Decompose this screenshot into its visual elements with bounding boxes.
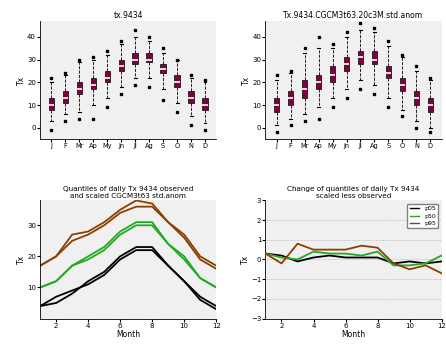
- Legend: p05, p50, p95: p05, p50, p95: [407, 204, 438, 229]
- X-axis label: Month: Month: [342, 330, 366, 339]
- Bar: [358, 50, 363, 64]
- Bar: [91, 78, 96, 89]
- Bar: [132, 53, 138, 64]
- Bar: [161, 64, 166, 73]
- Bar: [49, 98, 54, 110]
- Bar: [146, 53, 152, 62]
- Title: Quantiles of daily Tx 9434 observed
and scaled CGCM3t63 std.anom: Quantiles of daily Tx 9434 observed and …: [63, 186, 194, 199]
- Bar: [274, 98, 279, 112]
- Bar: [386, 66, 391, 78]
- Bar: [316, 76, 321, 89]
- Y-axis label: Tx: Tx: [17, 76, 25, 85]
- Bar: [174, 76, 180, 87]
- Bar: [372, 50, 377, 64]
- Bar: [119, 60, 124, 71]
- Bar: [302, 80, 307, 98]
- Bar: [62, 91, 68, 103]
- Bar: [202, 98, 208, 110]
- Bar: [400, 78, 405, 91]
- Bar: [104, 71, 110, 82]
- Y-axis label: Tx: Tx: [240, 255, 250, 264]
- Bar: [288, 91, 293, 105]
- Bar: [330, 66, 335, 82]
- Title: Change of quantiles of daily Tx 9434
scaled less observed: Change of quantiles of daily Tx 9434 sca…: [287, 186, 420, 199]
- Y-axis label: Tx: Tx: [17, 255, 25, 264]
- Bar: [344, 57, 349, 71]
- Bar: [188, 91, 194, 103]
- Bar: [428, 98, 433, 112]
- Bar: [414, 91, 419, 105]
- Bar: [77, 82, 82, 94]
- Y-axis label: Tx: Tx: [242, 76, 251, 85]
- Title: tx.9434: tx.9434: [113, 11, 143, 20]
- Title: Tx.9434.CGCM3t63.20c3M.std.anom: Tx.9434.CGCM3t63.20c3M.std.anom: [284, 11, 424, 20]
- X-axis label: Month: Month: [116, 330, 140, 339]
